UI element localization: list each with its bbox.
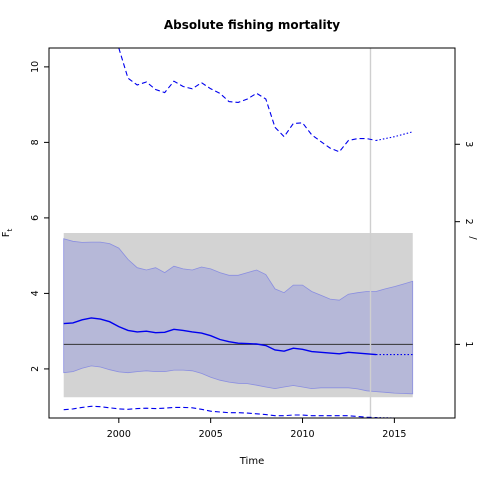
x-tick-label: 2000 <box>107 429 131 440</box>
y-axis-label-subscript: t <box>6 228 14 231</box>
x-tick-label: 2005 <box>199 429 223 440</box>
y-axis-label-main: F <box>1 231 12 237</box>
y-tick-label: 10 <box>30 61 41 73</box>
y-axis-label: Ft <box>1 228 14 237</box>
chart-title: Absolute fishing mortality <box>164 18 340 32</box>
right-y-tick-label: 1 <box>463 341 474 347</box>
svg-text:Ft: Ft <box>1 228 14 237</box>
y-tick-label: 6 <box>30 215 41 221</box>
x-axis-label: Time <box>239 456 264 467</box>
series-line-upper-bound <box>118 48 377 153</box>
series-line-upper-bound-forecast <box>375 131 413 142</box>
x-tick-label: 2015 <box>382 429 406 440</box>
confidence-band <box>63 238 414 395</box>
x-tick-label: 2010 <box>290 429 314 440</box>
right-y-tick-label: 2 <box>463 219 474 225</box>
plot-area <box>63 48 414 418</box>
plot-frame <box>48 47 456 419</box>
y-tick-label: 4 <box>30 290 41 296</box>
y-tick-label: 8 <box>30 139 41 145</box>
series-line-estimate <box>63 317 377 356</box>
plot-content <box>63 48 414 418</box>
series-line-lower-bound <box>63 405 377 418</box>
y-tick-label: 2 <box>30 366 41 372</box>
right-y-tick-label: 3 <box>463 141 474 147</box>
right-axis-partial-label: / <box>467 236 478 240</box>
